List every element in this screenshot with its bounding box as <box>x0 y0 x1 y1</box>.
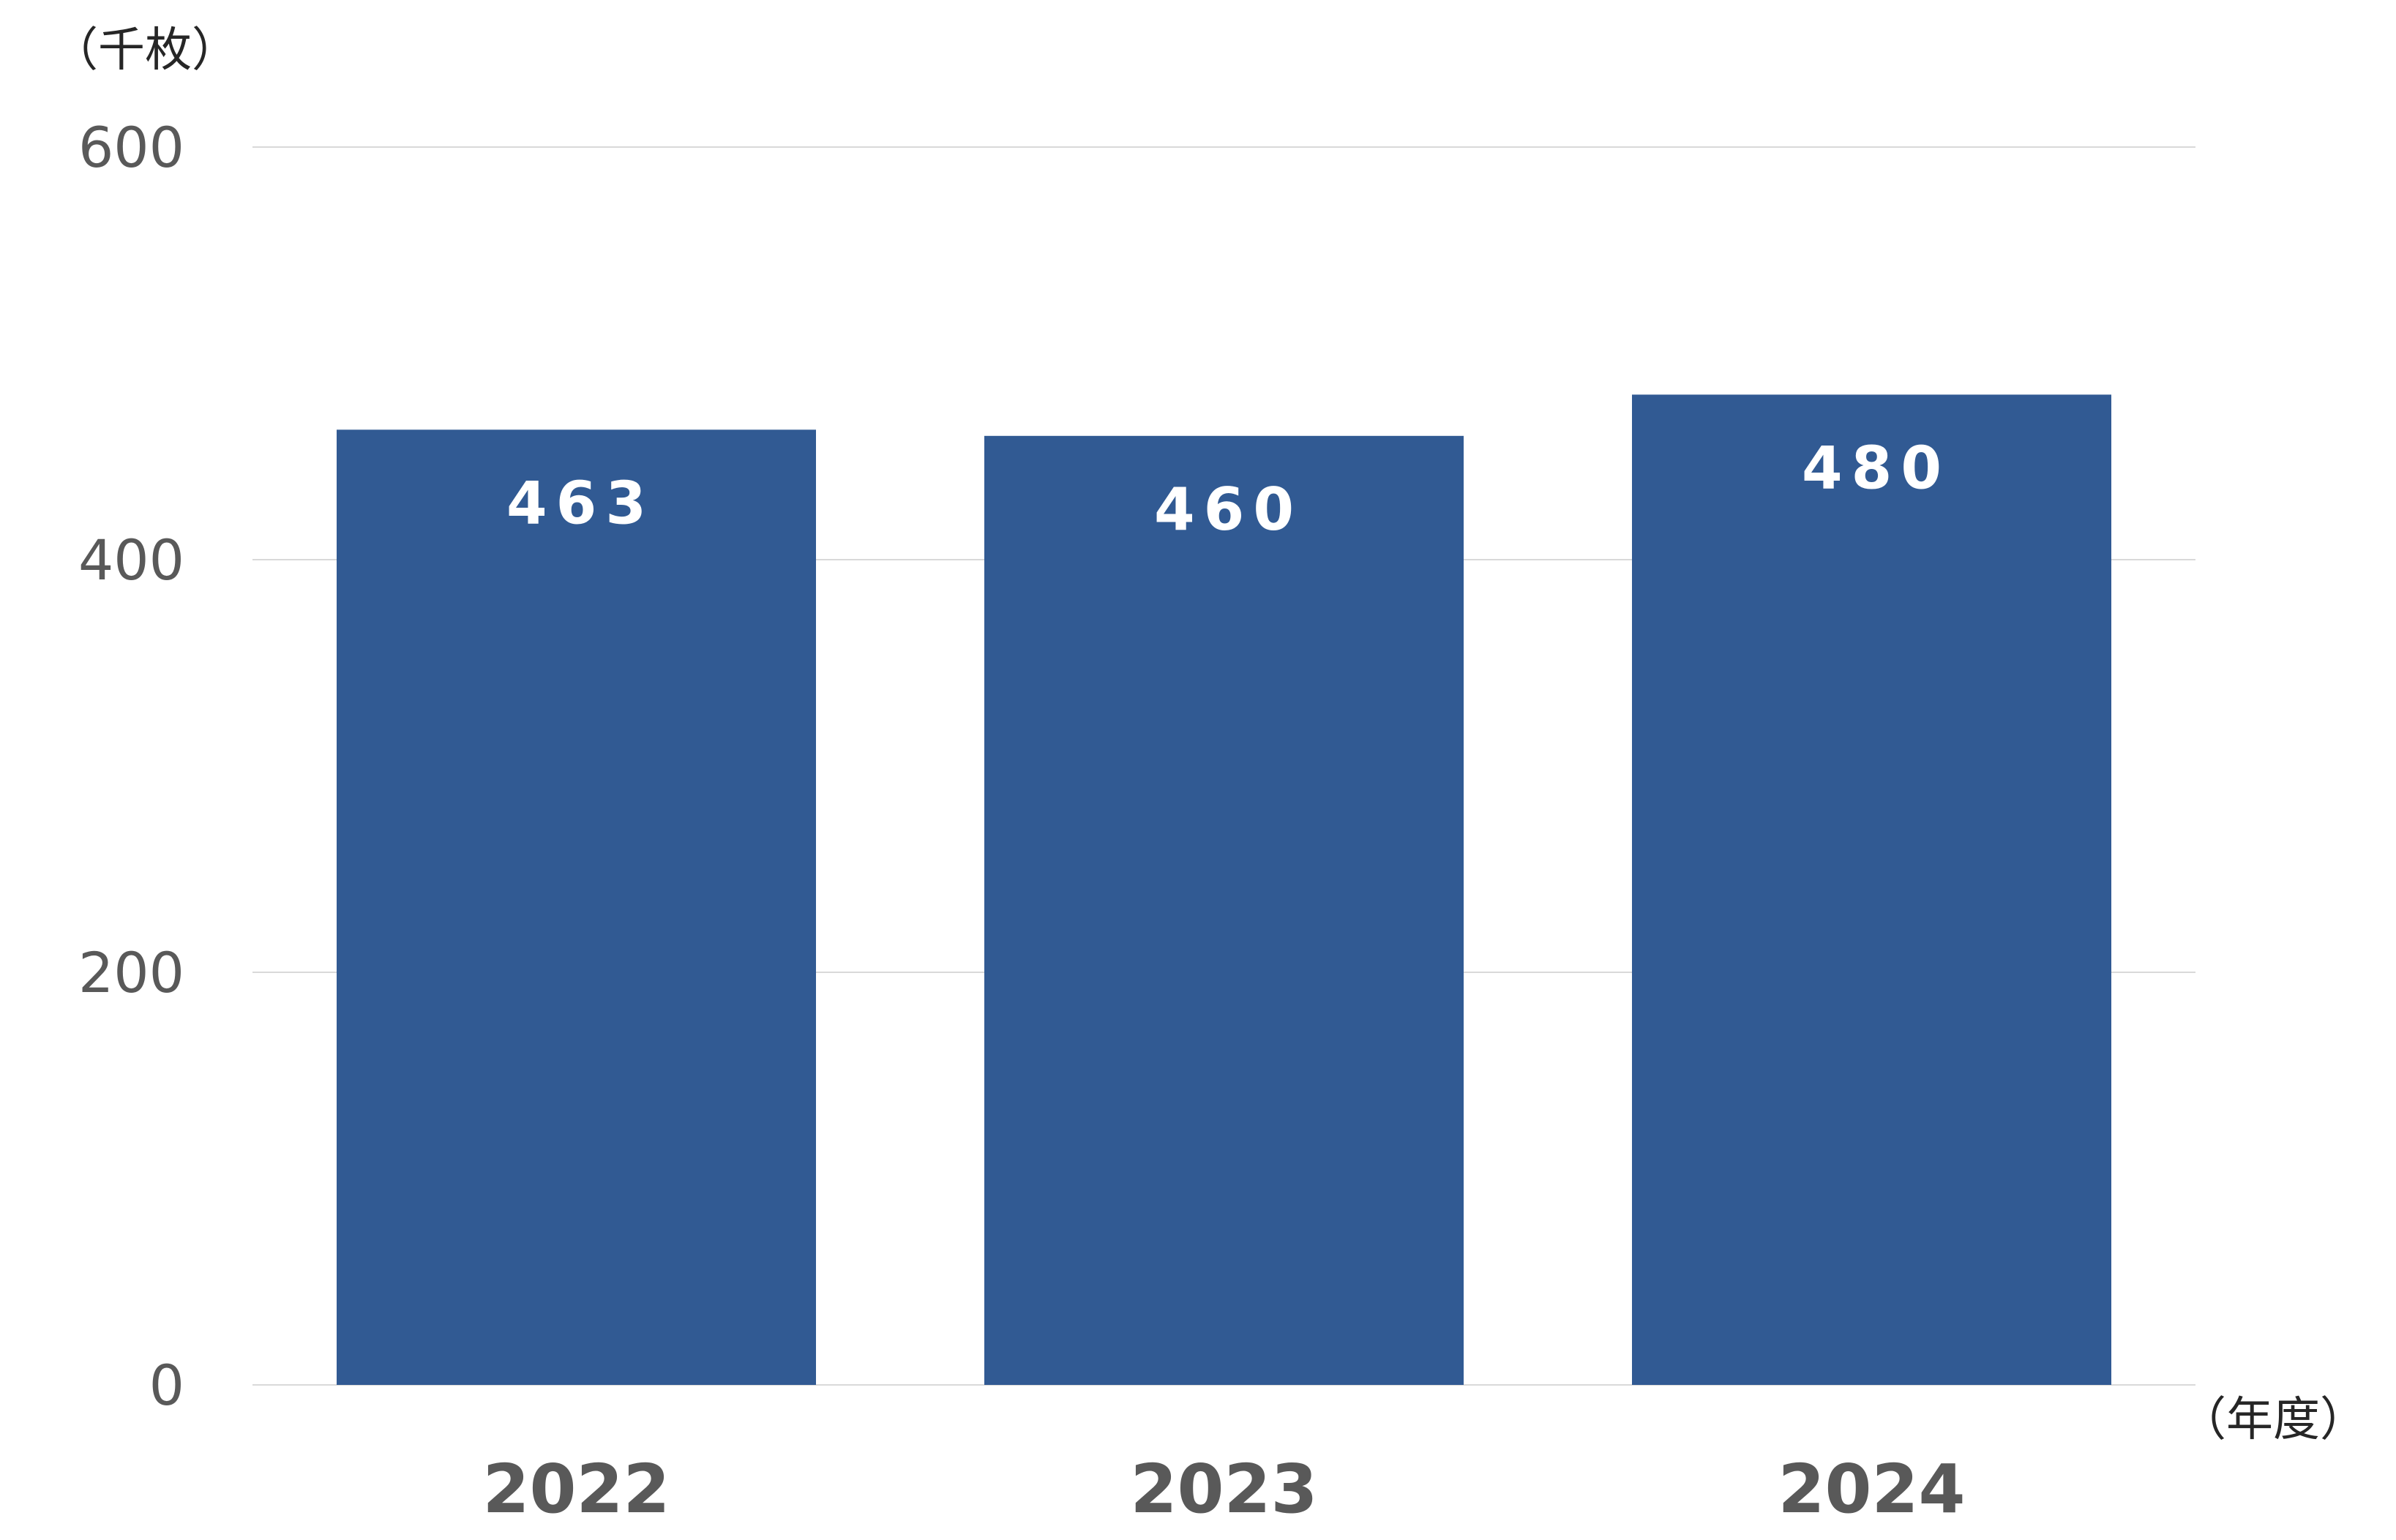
bars <box>337 394 2111 1385</box>
data-label-2024: 480 <box>1802 434 1950 502</box>
x-tick-label-2023: 2023 <box>1130 1450 1317 1528</box>
bar-2022 <box>337 429 816 1385</box>
x-tick-label-2024: 2024 <box>1778 1450 1965 1528</box>
y-tick-label: 0 <box>149 1353 184 1418</box>
bar-2023 <box>984 435 1464 1385</box>
data-label-2022: 463 <box>506 469 655 537</box>
y-axis-unit-label: （千枚） <box>51 23 239 78</box>
x-axis-unit-label: （年度） <box>2179 1393 2367 1447</box>
x-axis-ticks: 2022 2023 2024 <box>482 1450 1965 1528</box>
data-label-2023: 460 <box>1154 476 1303 544</box>
y-tick-label: 200 <box>78 940 184 1005</box>
bar-2024 <box>1632 394 2111 1385</box>
data-labels: 463 460 480 <box>506 434 1950 544</box>
x-tick-label-2022: 2022 <box>482 1450 670 1528</box>
y-tick-label: 600 <box>78 115 184 180</box>
y-axis-ticks: 0 200 400 600 <box>78 115 184 1418</box>
y-tick-label: 400 <box>78 527 184 593</box>
